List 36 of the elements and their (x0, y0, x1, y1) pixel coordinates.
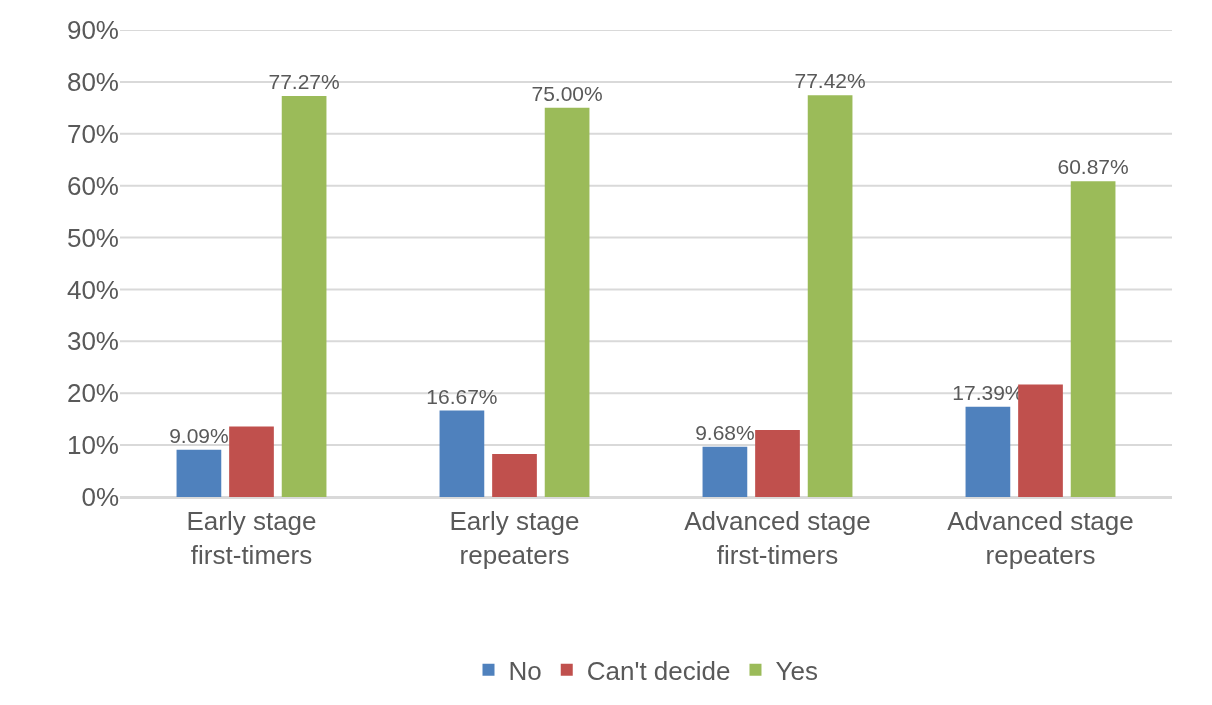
y-tick-label: 20% (66, 378, 119, 409)
x-tick-label: Early stage repeaters (449, 506, 580, 570)
bar (176, 449, 222, 497)
y-tick-label: 70% (66, 118, 119, 149)
y-tick-label: 40% (66, 274, 119, 305)
data-label: 9.09% (169, 423, 229, 447)
y-tick-label: 80% (66, 66, 119, 97)
bar (965, 406, 1011, 497)
y-tick-label: 90% (66, 15, 119, 46)
bar (702, 446, 748, 497)
bar (1018, 384, 1063, 497)
bar (807, 95, 853, 497)
y-tick-label: 0% (81, 482, 119, 513)
data-label: 16.67% (426, 384, 498, 408)
data-label: 77.27% (268, 70, 340, 94)
data-label: 9.68% (695, 420, 755, 444)
y-tick-label: 10% (66, 430, 119, 461)
data-label: 77.42% (794, 69, 866, 93)
data-label: 75.00% (531, 81, 603, 105)
bar (492, 453, 537, 497)
bar (544, 107, 590, 497)
data-label: 60.87% (1057, 155, 1129, 179)
x-tick-label: Advanced stage repeaters (947, 506, 1134, 570)
y-tick-label: 60% (66, 170, 119, 201)
legend-label: Yes (775, 655, 818, 686)
bar (281, 96, 327, 497)
x-tick-label: Early stage first-timers (186, 506, 317, 570)
x-tick-label: Advanced stage first-timers (684, 506, 871, 570)
legend-label: No (508, 655, 542, 686)
y-tick-label: 30% (66, 326, 119, 357)
bar (229, 426, 274, 497)
bar (439, 410, 485, 497)
bar (1070, 181, 1116, 497)
y-tick-label: 50% (66, 222, 119, 253)
bar (755, 430, 800, 497)
legend-label: Can't decide (586, 655, 731, 686)
